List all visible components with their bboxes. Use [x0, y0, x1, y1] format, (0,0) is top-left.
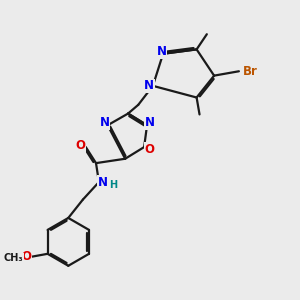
- Text: CH₃: CH₃: [4, 253, 23, 263]
- Text: N: N: [145, 116, 155, 129]
- Text: N: N: [100, 116, 110, 129]
- Text: Br: Br: [242, 65, 257, 78]
- Text: N: N: [157, 45, 166, 58]
- Text: H: H: [110, 180, 118, 190]
- Text: O: O: [144, 143, 154, 156]
- Text: O: O: [21, 250, 31, 263]
- Text: O: O: [76, 139, 85, 152]
- Text: N: N: [144, 79, 154, 92]
- Text: N: N: [98, 176, 107, 189]
